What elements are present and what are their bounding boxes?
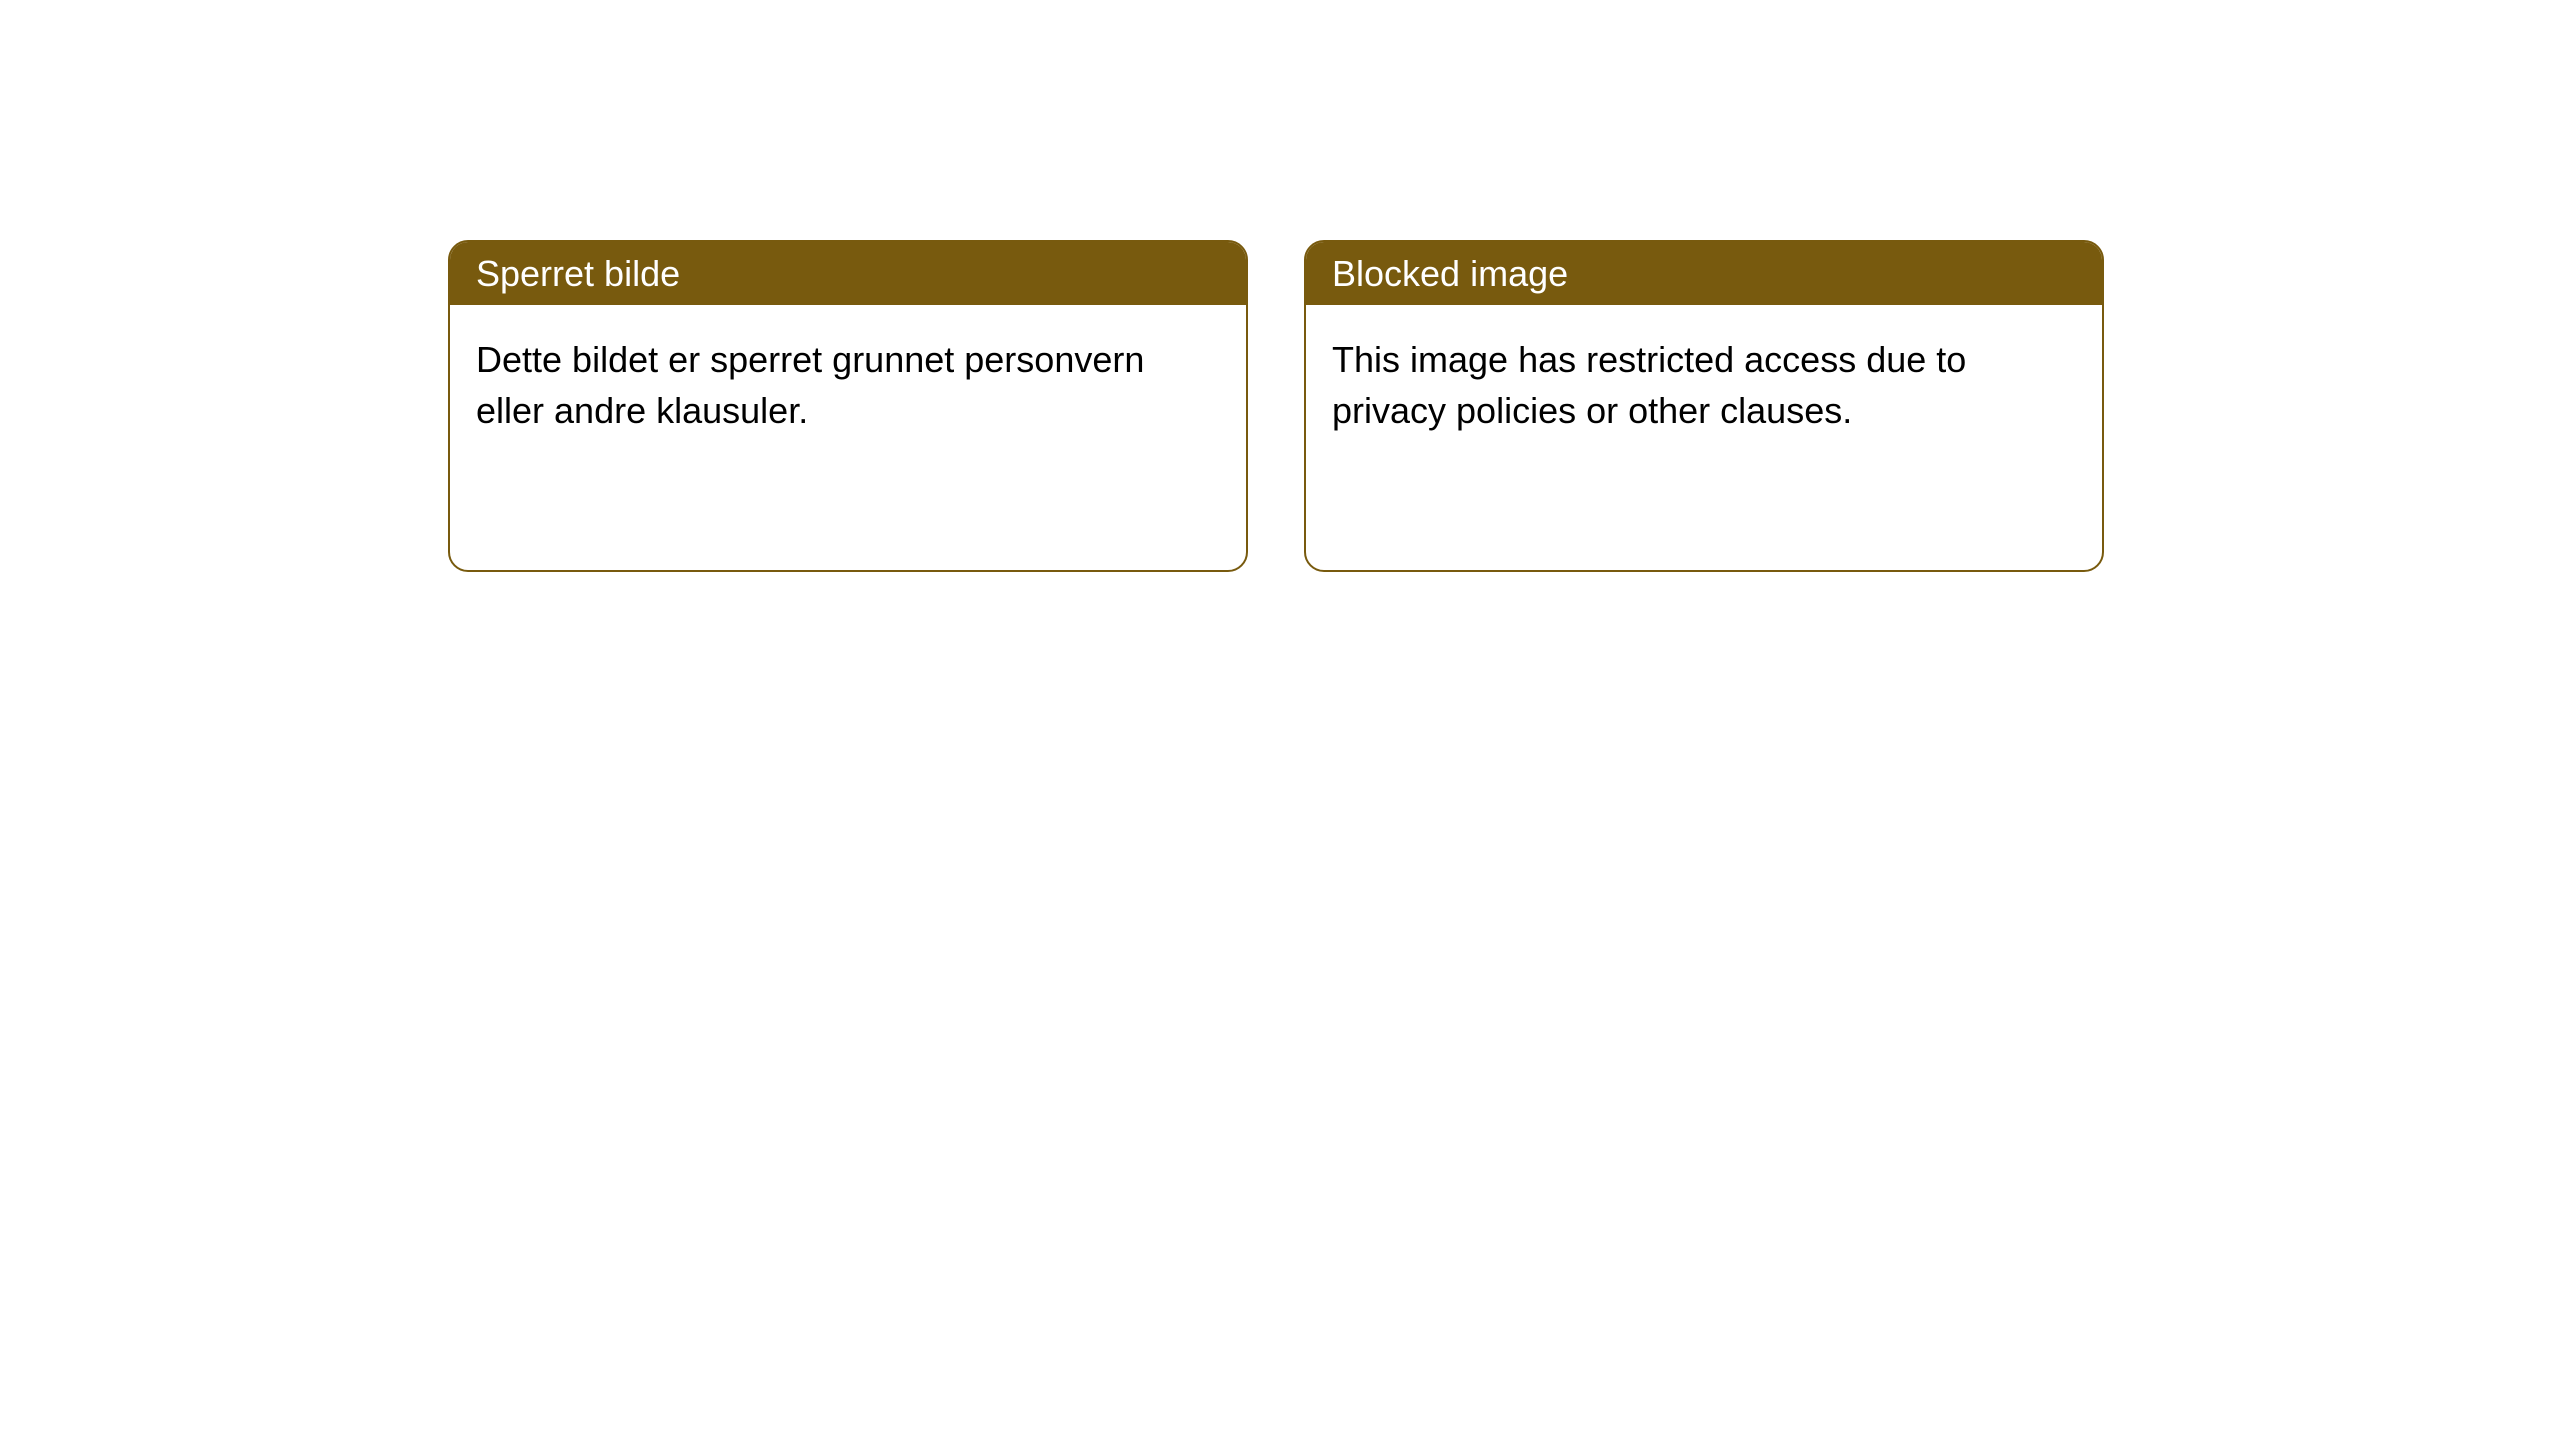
notice-body: This image has restricted access due to … (1306, 305, 2102, 466)
notice-header: Sperret bilde (450, 242, 1246, 305)
notice-header: Blocked image (1306, 242, 2102, 305)
notice-body: Dette bildet er sperret grunnet personve… (450, 305, 1246, 466)
notice-card-norwegian: Sperret bilde Dette bildet er sperret gr… (448, 240, 1248, 572)
notices-container: Sperret bilde Dette bildet er sperret gr… (0, 0, 2560, 572)
notice-card-english: Blocked image This image has restricted … (1304, 240, 2104, 572)
